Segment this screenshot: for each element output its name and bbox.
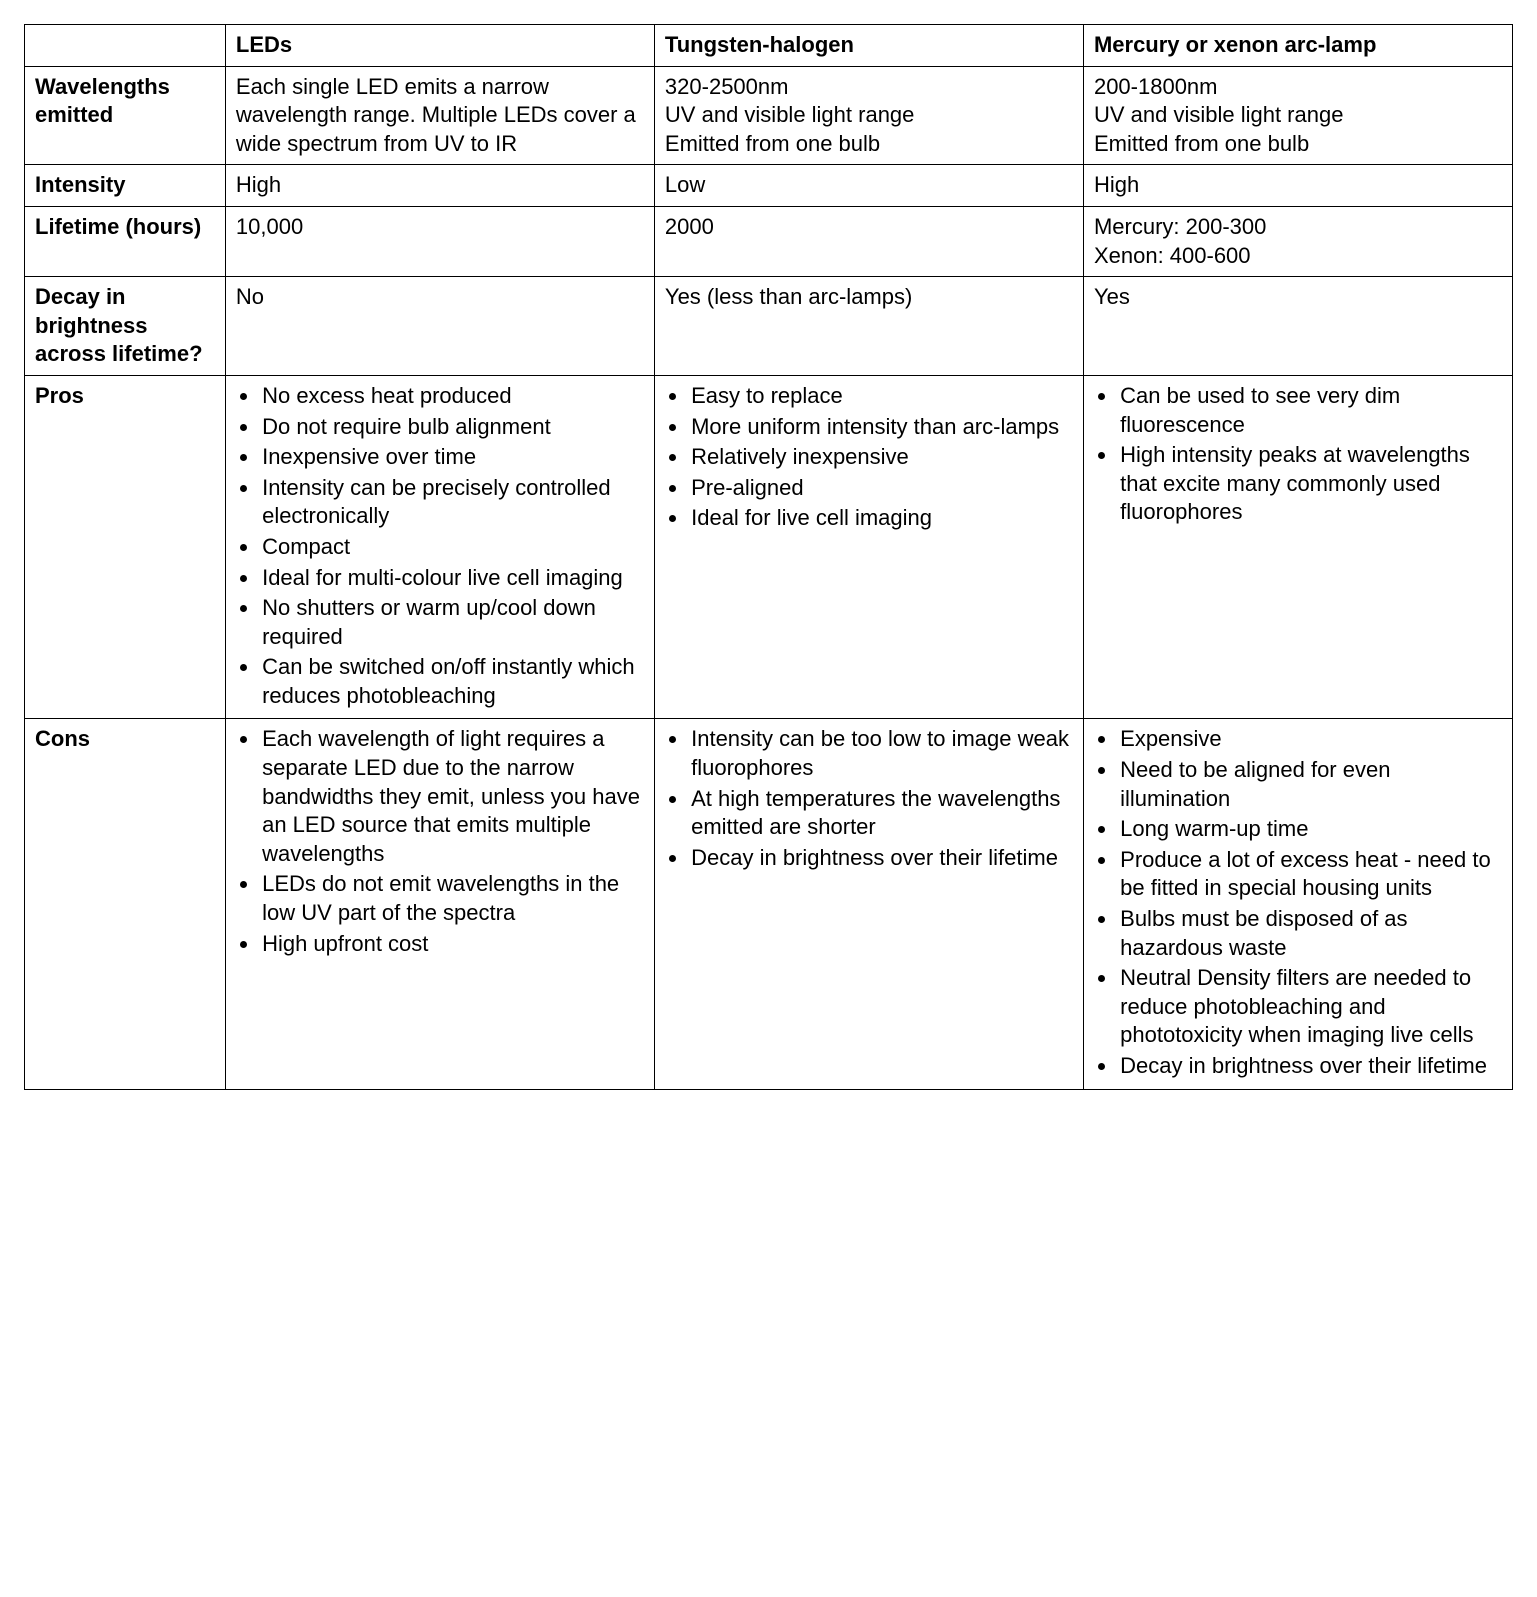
row-header-intensity: Intensity	[25, 165, 226, 207]
row-header-cons: Cons	[25, 719, 226, 1089]
cell-pros-tungsten: Easy to replaceMore uniform intensity th…	[654, 375, 1083, 719]
list-item: Do not require bulb alignment	[260, 413, 644, 442]
list-item: No excess heat produced	[260, 382, 644, 411]
cell-cons-leds: Each wavelength of light requires a sepa…	[225, 719, 654, 1089]
cell-wavelengths-arc: 200-1800nmUV and visible light rangeEmit…	[1083, 66, 1512, 165]
list-item: Intensity can be precisely controlled el…	[260, 474, 644, 531]
cell-decay-arc: Yes	[1083, 277, 1512, 376]
list-item: More uniform intensity than arc-lamps	[689, 413, 1073, 442]
list-item: No shutters or warm up/cool down require…	[260, 594, 644, 651]
list-item: Decay in brightness over their lifetime	[689, 844, 1073, 873]
light-source-comparison-table: LEDs Tungsten-halogen Mercury or xenon a…	[24, 24, 1513, 1090]
cell-intensity-leds: High	[225, 165, 654, 207]
list-item: Ideal for live cell imaging	[689, 504, 1073, 533]
row-intensity: Intensity High Low High	[25, 165, 1513, 207]
list-item: High intensity peaks at wavelengths that…	[1118, 441, 1502, 527]
list-item: Inexpensive over time	[260, 443, 644, 472]
cell-decay-leds: No	[225, 277, 654, 376]
list-item: Intensity can be too low to image weak f…	[689, 725, 1073, 782]
pros-tungsten-list: Easy to replaceMore uniform intensity th…	[665, 382, 1073, 533]
list-item: Expensive	[1118, 725, 1502, 754]
row-pros: Pros No excess heat producedDo not requi…	[25, 375, 1513, 719]
pros-leds-list: No excess heat producedDo not require bu…	[236, 382, 644, 711]
cell-wavelengths-leds: Each single LED emits a narrow wavelengt…	[225, 66, 654, 165]
cell-intensity-tungsten: Low	[654, 165, 1083, 207]
list-item: Ideal for multi-colour live cell imaging	[260, 564, 644, 593]
list-item: Need to be aligned for even illumination	[1118, 756, 1502, 813]
cell-cons-tungsten: Intensity can be too low to image weak f…	[654, 719, 1083, 1089]
list-item: Produce a lot of excess heat - need to b…	[1118, 846, 1502, 903]
cell-cons-arc: ExpensiveNeed to be aligned for even ill…	[1083, 719, 1512, 1089]
list-item: Compact	[260, 533, 644, 562]
row-header-pros: Pros	[25, 375, 226, 719]
cell-decay-tungsten: Yes (less than arc-lamps)	[654, 277, 1083, 376]
cell-lifetime-arc: Mercury: 200-300Xenon: 400-600	[1083, 206, 1512, 276]
cell-pros-arc: Can be used to see very dim fluorescence…	[1083, 375, 1512, 719]
col-header-blank	[25, 25, 226, 67]
cons-leds-list: Each wavelength of light requires a sepa…	[236, 725, 644, 958]
row-header-decay: Decay in brightness across lifetime?	[25, 277, 226, 376]
list-item: Easy to replace	[689, 382, 1073, 411]
list-item: Bulbs must be disposed of as hazardous w…	[1118, 905, 1502, 962]
row-header-lifetime: Lifetime (hours)	[25, 206, 226, 276]
list-item: Each wavelength of light requires a sepa…	[260, 725, 644, 868]
list-item: Neutral Density filters are needed to re…	[1118, 964, 1502, 1050]
list-item: Relatively inexpensive	[689, 443, 1073, 472]
col-header-tungsten: Tungsten-halogen	[654, 25, 1083, 67]
row-wavelengths: Wavelengths emitted Each single LED emit…	[25, 66, 1513, 165]
cell-intensity-arc: High	[1083, 165, 1512, 207]
cell-lifetime-leds: 10,000	[225, 206, 654, 276]
cons-tungsten-list: Intensity can be too low to image weak f…	[665, 725, 1073, 872]
row-header-wavelengths: Wavelengths emitted	[25, 66, 226, 165]
list-item: LEDs do not emit wavelengths in the low …	[260, 870, 644, 927]
list-item: Can be switched on/off instantly which r…	[260, 653, 644, 710]
cell-wavelengths-tungsten: 320-2500nmUV and visible light rangeEmit…	[654, 66, 1083, 165]
list-item: High upfront cost	[260, 930, 644, 959]
list-item: Decay in brightness over their lifetime	[1118, 1052, 1502, 1081]
list-item: At high temperatures the wavelengths emi…	[689, 785, 1073, 842]
cell-lifetime-tungsten: 2000	[654, 206, 1083, 276]
list-item: Long warm-up time	[1118, 815, 1502, 844]
row-cons: Cons Each wavelength of light requires a…	[25, 719, 1513, 1089]
col-header-arc: Mercury or xenon arc-lamp	[1083, 25, 1512, 67]
list-item: Can be used to see very dim fluorescence	[1118, 382, 1502, 439]
row-decay: Decay in brightness across lifetime? No …	[25, 277, 1513, 376]
col-header-leds: LEDs	[225, 25, 654, 67]
list-item: Pre-aligned	[689, 474, 1073, 503]
row-lifetime: Lifetime (hours) 10,000 2000 Mercury: 20…	[25, 206, 1513, 276]
cell-pros-leds: No excess heat producedDo not require bu…	[225, 375, 654, 719]
cons-arc-list: ExpensiveNeed to be aligned for even ill…	[1094, 725, 1502, 1080]
table-header-row: LEDs Tungsten-halogen Mercury or xenon a…	[25, 25, 1513, 67]
pros-arc-list: Can be used to see very dim fluorescence…	[1094, 382, 1502, 527]
